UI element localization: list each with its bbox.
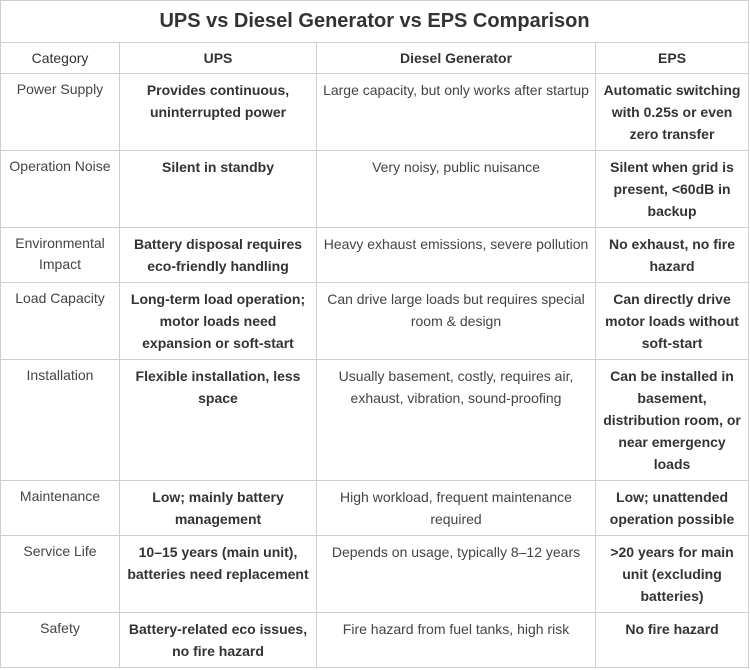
row-eps: Low; unattended operation possible — [594, 480, 750, 536]
table-row: Safety Battery-related eco issues, no fi… — [0, 612, 750, 668]
row-diesel: Heavy exhaust emissions, severe pollutio… — [316, 227, 596, 283]
header-ups: UPS — [119, 42, 317, 74]
row-eps: No fire hazard — [594, 612, 750, 668]
row-ups: Silent in standby — [119, 150, 317, 228]
row-category: Service Life — [0, 535, 120, 613]
header-category: Category — [0, 42, 120, 74]
row-diesel: Large capacity, but only works after sta… — [316, 73, 596, 151]
row-eps: Can directly drive motor loads without s… — [594, 282, 750, 360]
row-eps: Can be installed in basement, distributi… — [594, 359, 750, 481]
row-ups: Long-term load operation; motor loads ne… — [119, 282, 317, 360]
row-category: Maintenance — [0, 480, 120, 536]
table-row: Maintenance Low; mainly battery manageme… — [0, 480, 750, 536]
row-ups: Battery-related eco issues, no fire haza… — [119, 612, 317, 668]
row-eps: No exhaust, no fire hazard — [594, 227, 750, 283]
row-ups: Low; mainly battery management — [119, 480, 317, 536]
row-category: Environmental Impact — [0, 227, 120, 283]
row-eps: >20 years for main unit (excluding batte… — [594, 535, 750, 613]
row-category: Safety — [0, 612, 120, 668]
table-title: UPS vs Diesel Generator vs EPS Compariso… — [0, 0, 750, 43]
row-category: Power Supply — [0, 73, 120, 151]
row-ups: Battery disposal requires eco-friendly h… — [119, 227, 317, 283]
row-eps: Automatic switching with 0.25s or even z… — [594, 73, 750, 151]
header-diesel-generator: Diesel Generator — [316, 42, 596, 74]
row-ups: Flexible installation, less space — [119, 359, 317, 481]
row-diesel: High workload, frequent maintenance requ… — [316, 480, 596, 536]
table-row: Installation Flexible installation, less… — [0, 359, 750, 481]
title-row: UPS vs Diesel Generator vs EPS Compariso… — [0, 0, 750, 43]
table-row: Load Capacity Long-term load operation; … — [0, 282, 750, 360]
row-diesel: Can drive large loads but requires speci… — [316, 282, 596, 360]
row-diesel: Fire hazard from fuel tanks, high risk — [316, 612, 596, 668]
row-diesel: Depends on usage, typically 8–12 years — [316, 535, 596, 613]
table-row: Service Life 10–15 years (main unit), ba… — [0, 535, 750, 613]
row-diesel: Very noisy, public nuisance — [316, 150, 596, 228]
table-row: Environmental Impact Battery disposal re… — [0, 227, 750, 283]
row-diesel: Usually basement, costly, requires air, … — [316, 359, 596, 481]
row-category: Operation Noise — [0, 150, 120, 228]
table-row: Operation Noise Silent in standby Very n… — [0, 150, 750, 228]
row-ups: 10–15 years (main unit), batteries need … — [119, 535, 317, 613]
row-category: Installation — [0, 359, 120, 481]
header-eps: EPS — [594, 42, 750, 74]
table-row: Power Supply Provides continuous, uninte… — [0, 73, 750, 151]
header-row: Category UPS Diesel Generator EPS — [0, 42, 750, 74]
row-ups: Provides continuous, uninterrupted power — [119, 73, 317, 151]
row-eps: Silent when grid is present, <60dB in ba… — [594, 150, 750, 228]
row-category: Load Capacity — [0, 282, 120, 360]
